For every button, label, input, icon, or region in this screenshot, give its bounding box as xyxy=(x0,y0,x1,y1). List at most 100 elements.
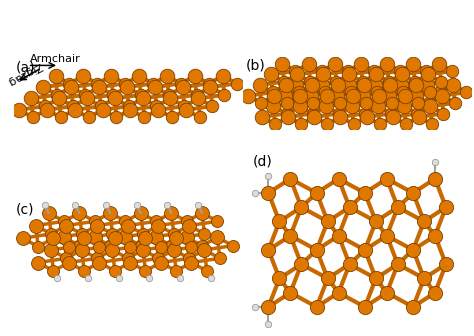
Point xyxy=(350,121,357,127)
Point xyxy=(345,82,352,88)
Point xyxy=(207,276,215,281)
Point xyxy=(251,304,259,309)
Point xyxy=(29,115,36,120)
Point xyxy=(93,256,101,261)
Point xyxy=(412,93,419,98)
Point xyxy=(374,103,382,109)
Point xyxy=(335,111,343,116)
Point xyxy=(137,92,145,97)
Point xyxy=(283,111,290,116)
Point xyxy=(270,103,277,109)
Point xyxy=(294,100,302,106)
Point xyxy=(191,73,199,79)
Point xyxy=(411,79,419,84)
Point xyxy=(163,73,171,79)
Point xyxy=(271,121,279,127)
Point xyxy=(181,103,188,109)
Point xyxy=(63,256,70,261)
Point xyxy=(283,100,291,106)
Point xyxy=(324,121,331,127)
Point xyxy=(65,244,73,249)
Point xyxy=(346,261,353,267)
Point xyxy=(47,247,55,253)
Point xyxy=(293,72,301,77)
Point xyxy=(431,176,439,181)
Point xyxy=(335,233,342,239)
Point xyxy=(155,223,162,228)
Point xyxy=(360,82,368,88)
Point xyxy=(346,72,353,77)
Point xyxy=(348,103,356,109)
Point xyxy=(127,260,134,265)
Point xyxy=(146,276,153,281)
Point xyxy=(182,107,190,113)
Point xyxy=(331,61,338,67)
Point xyxy=(121,81,129,86)
Point xyxy=(133,203,141,208)
Point xyxy=(153,103,160,109)
Point xyxy=(413,111,421,116)
Point xyxy=(359,79,366,84)
Point xyxy=(422,68,430,74)
Point xyxy=(414,100,422,106)
Point xyxy=(401,93,409,98)
Point xyxy=(431,290,439,295)
Point xyxy=(60,219,68,224)
Point xyxy=(358,90,365,95)
Point xyxy=(463,90,470,95)
Point xyxy=(71,107,79,113)
Point xyxy=(425,100,432,106)
Point xyxy=(296,103,303,109)
Point xyxy=(96,244,103,249)
Point xyxy=(363,114,370,120)
Point xyxy=(137,243,145,248)
Point xyxy=(115,276,123,281)
Point xyxy=(111,96,118,101)
Point xyxy=(287,233,294,239)
Point xyxy=(374,90,381,95)
Point xyxy=(394,205,401,210)
Point xyxy=(384,90,392,95)
Point xyxy=(34,260,42,265)
Point xyxy=(375,93,383,98)
Point xyxy=(96,260,103,265)
Point xyxy=(78,231,86,237)
Point xyxy=(85,115,92,120)
Point xyxy=(214,219,221,224)
Point xyxy=(193,92,201,97)
Point xyxy=(99,107,106,113)
Point xyxy=(269,90,276,95)
Point xyxy=(102,203,110,208)
Point xyxy=(376,121,383,127)
Point xyxy=(251,190,259,196)
Point xyxy=(123,84,131,90)
Point xyxy=(97,103,105,109)
Point xyxy=(321,90,328,95)
Point xyxy=(279,61,286,67)
Point xyxy=(292,82,300,88)
Point xyxy=(258,114,266,120)
Point xyxy=(194,96,202,101)
Point xyxy=(170,231,178,237)
Point xyxy=(170,247,178,253)
Point xyxy=(183,235,191,240)
Point xyxy=(386,93,393,98)
Point xyxy=(420,219,428,224)
Text: Armchair: Armchair xyxy=(29,54,80,64)
Point xyxy=(244,93,252,98)
Point xyxy=(448,68,456,74)
Point xyxy=(76,210,83,216)
Point xyxy=(176,276,184,281)
Point xyxy=(80,236,88,241)
Point xyxy=(207,84,214,90)
Point xyxy=(201,231,208,237)
Point xyxy=(157,244,164,249)
Point xyxy=(168,115,176,120)
Point xyxy=(140,115,148,120)
Point xyxy=(142,268,149,274)
Point xyxy=(335,290,342,295)
Point xyxy=(109,247,116,253)
Point xyxy=(66,81,73,86)
Point xyxy=(198,243,206,248)
Point xyxy=(165,92,173,97)
